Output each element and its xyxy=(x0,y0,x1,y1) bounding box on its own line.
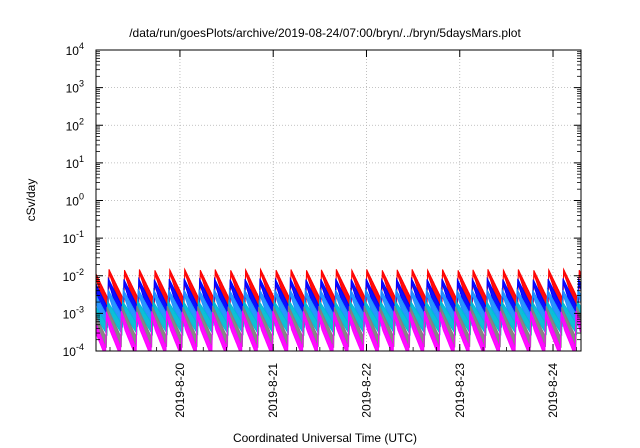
x-tick-labels: 2019-8-20 2019-8-21 2019-8-22 2019-8-23 2019… xyxy=(173,363,560,418)
chart-title: /data/run/goesPlots/archive/2019-08-24/0… xyxy=(129,26,521,40)
y-tick-label: 100 xyxy=(66,192,84,209)
y-axis-label: cSv/day xyxy=(24,179,38,222)
x-tick-label: 2019-8-21 xyxy=(266,363,280,418)
y-tick-label: 104 xyxy=(66,41,84,58)
x-tick-label: 2019-8-23 xyxy=(453,363,467,418)
x-axis-label: Coordinated Universal Time (UTC) xyxy=(233,431,417,445)
tick-marks xyxy=(96,49,581,352)
x-tick-label: 2019-8-24 xyxy=(546,363,560,418)
y-tick-label: 10-2 xyxy=(63,267,84,284)
y-tick-label: 103 xyxy=(66,79,84,96)
x-tick-label: 2019-8-22 xyxy=(359,363,373,418)
grid-lines xyxy=(96,50,581,351)
y-tick-label: 101 xyxy=(66,154,84,171)
y-tick-label: 10-3 xyxy=(63,304,84,321)
y-tick-label: 102 xyxy=(66,116,84,133)
y-tick-label: 10-4 xyxy=(63,342,84,359)
series-layer xyxy=(95,267,581,352)
y-tick-labels: 10-4 10-3 10-2 10-1 100 101 102 103 104 xyxy=(63,41,84,359)
y-tick-label: 10-1 xyxy=(63,229,84,246)
x-tick-label: 2019-8-20 xyxy=(173,363,187,418)
